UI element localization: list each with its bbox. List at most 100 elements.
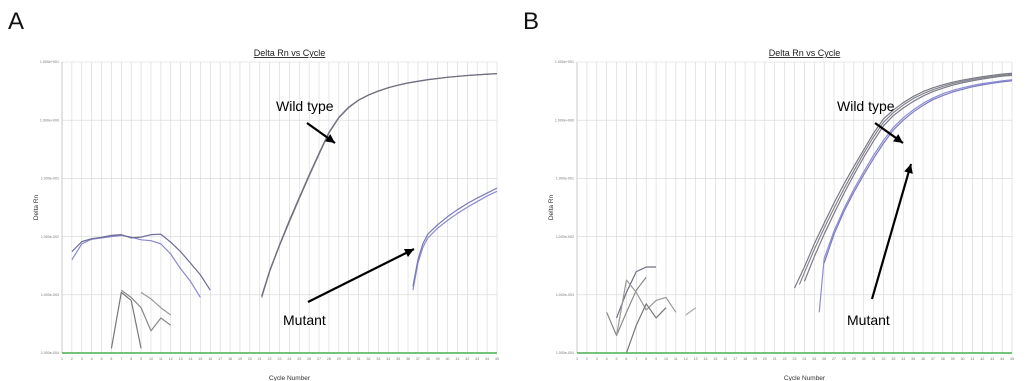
chart-title: Delta Rn vs Cycle <box>769 48 841 58</box>
x-tick-label: 38 <box>426 357 430 361</box>
annotation-arrow <box>870 163 913 300</box>
x-tick-label: 3 <box>596 357 598 361</box>
x-tick-label: 28 <box>842 357 846 361</box>
x-tick-label: 7 <box>120 357 122 361</box>
x-axis-label: Cycle Number <box>269 375 311 381</box>
x-tick-label: 4 <box>91 357 93 361</box>
series-line <box>71 234 201 298</box>
x-tick-label: 34 <box>386 357 390 361</box>
x-tick-label: 8 <box>645 357 647 361</box>
series-line <box>685 307 696 316</box>
annotation-label: Wild type <box>837 98 895 114</box>
annotation-arrow <box>307 248 415 303</box>
y-tick-label: 1.000e+000 <box>555 118 574 122</box>
x-tick-label: 24 <box>287 357 291 361</box>
x-tick-label: 18 <box>228 357 232 361</box>
chart-title: Delta Rn vs Cycle <box>254 48 326 58</box>
x-tick-label: 31 <box>357 357 361 361</box>
x-tick-label: 24 <box>802 357 806 361</box>
series-line <box>818 79 1013 313</box>
x-tick-label: 8 <box>130 357 132 361</box>
series-line <box>412 190 498 291</box>
x-tick-label: 42 <box>980 357 984 361</box>
x-tick-label: 19 <box>238 357 242 361</box>
series-line <box>625 303 667 354</box>
annotation-label: Wild type <box>276 98 334 114</box>
x-tick-label: 21 <box>258 357 262 361</box>
x-tick-label: 44 <box>485 357 489 361</box>
y-tick-label: 1.000e-003 <box>41 293 59 297</box>
panel-label-a: A <box>8 8 25 35</box>
annotation-arrowhead <box>893 134 903 143</box>
x-tick-label: 41 <box>455 357 459 361</box>
y-tick-label: 1.000e-004 <box>556 351 574 355</box>
x-tick-label: 40 <box>961 357 965 361</box>
annotation-label: Mutant <box>283 312 326 328</box>
series-line <box>412 187 498 287</box>
x-tick-label: 17 <box>218 357 222 361</box>
x-tick-label: 30 <box>347 357 351 361</box>
series-line <box>823 80 1013 264</box>
x-tick-label: 7 <box>635 357 637 361</box>
x-tick-label: 15 <box>713 357 717 361</box>
y-tick-label: 1.000e-002 <box>556 235 574 239</box>
x-tick-label: 40 <box>446 357 450 361</box>
x-tick-label: 11 <box>159 357 163 361</box>
annotation-label: Mutant <box>847 312 890 328</box>
x-tick-label: 18 <box>743 357 747 361</box>
x-tick-label: 37 <box>416 357 420 361</box>
y-tick-label: 1.000e+000 <box>40 118 59 122</box>
x-tick-label: 1 <box>61 357 63 361</box>
y-axis-label: Delta Rn <box>548 194 555 220</box>
x-tick-label: 4 <box>606 357 608 361</box>
x-tick-label: 2 <box>586 357 588 361</box>
x-tick-label: 21 <box>773 357 777 361</box>
x-tick-label: 14 <box>704 357 708 361</box>
x-tick-label: 6 <box>110 357 112 361</box>
x-tick-label: 43 <box>475 357 479 361</box>
x-tick-label: 36 <box>406 357 410 361</box>
x-tick-label: 34 <box>901 357 905 361</box>
x-tick-label: 28 <box>327 357 331 361</box>
series-line <box>140 291 172 316</box>
x-tick-label: 20 <box>763 357 767 361</box>
x-tick-label: 45 <box>1010 357 1014 361</box>
x-tick-label: 15 <box>198 357 202 361</box>
x-tick-label: 39 <box>436 357 440 361</box>
x-tick-label: 32 <box>366 357 370 361</box>
x-tick-label: 9 <box>655 357 657 361</box>
series-line <box>120 289 172 332</box>
x-tick-label: 12 <box>684 357 688 361</box>
annotation-arrowhead <box>403 249 414 258</box>
series-line <box>615 279 677 336</box>
x-tick-label: 39 <box>951 357 955 361</box>
annotation-arrowhead <box>904 164 913 174</box>
x-tick-label: 35 <box>396 357 400 361</box>
x-tick-label: 1 <box>576 357 578 361</box>
x-tick-label: 17 <box>733 357 737 361</box>
x-tick-label: 22 <box>783 357 787 361</box>
series-line <box>803 74 1013 282</box>
panel-label-b: B <box>523 8 540 35</box>
x-tick-label: 5 <box>101 357 103 361</box>
x-tick-label: 29 <box>852 357 856 361</box>
annotation-arrowhead <box>325 134 335 143</box>
series-line <box>798 73 1013 285</box>
x-tick-label: 29 <box>337 357 341 361</box>
x-tick-label: 6 <box>625 357 627 361</box>
x-tick-label: 2 <box>71 357 73 361</box>
series-line <box>71 233 211 291</box>
series-line <box>606 276 647 337</box>
x-tick-label: 33 <box>376 357 380 361</box>
x-tick-label: 35 <box>911 357 915 361</box>
x-tick-label: 13 <box>179 357 183 361</box>
x-tick-label: 41 <box>970 357 974 361</box>
y-tick-label: 1.000e+001 <box>40 60 59 64</box>
y-tick-label: 1.000e+001 <box>555 60 574 64</box>
x-tick-label: 42 <box>465 357 469 361</box>
x-tick-label: 45 <box>495 357 499 361</box>
x-tick-label: 16 <box>208 357 212 361</box>
x-tick-label: 31 <box>872 357 876 361</box>
series-line <box>110 291 142 349</box>
